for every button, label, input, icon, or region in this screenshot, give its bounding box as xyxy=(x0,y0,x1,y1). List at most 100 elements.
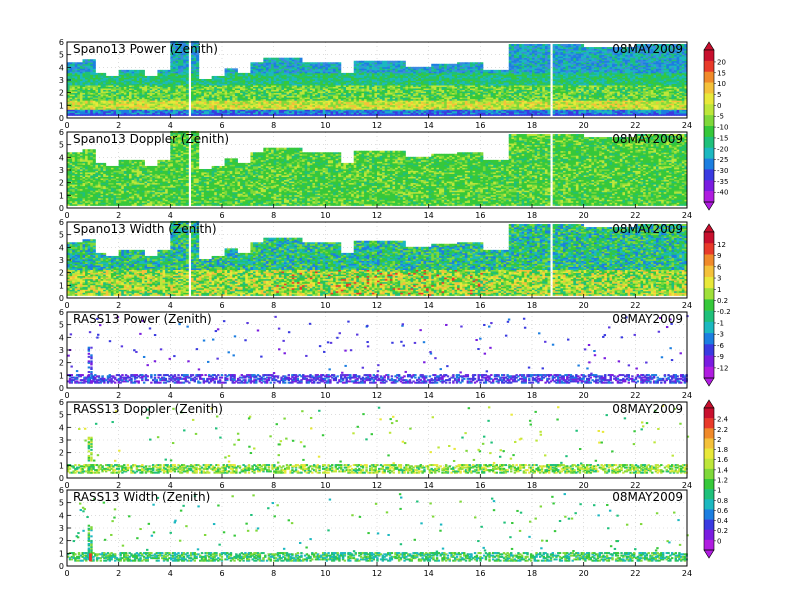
heat-cell xyxy=(152,76,155,78)
heat-cell xyxy=(372,61,375,63)
heat-cell xyxy=(235,68,238,70)
heat-cell xyxy=(129,70,132,72)
heat-cell xyxy=(70,62,73,64)
heat-cell xyxy=(219,76,222,78)
heat-cell xyxy=(142,70,145,72)
heat-cell xyxy=(421,67,424,69)
heat-cell xyxy=(150,76,153,78)
heat-cell xyxy=(403,61,406,63)
heat-cell xyxy=(442,64,445,66)
heat-cell xyxy=(424,67,427,69)
heat-cell xyxy=(111,76,114,78)
heat-cell xyxy=(331,62,334,64)
heat-cell xyxy=(207,79,210,81)
heat-cell xyxy=(302,62,305,64)
heat-cell xyxy=(369,61,372,63)
heat-cell xyxy=(230,68,233,70)
heat-cell xyxy=(289,58,292,60)
heat-cell xyxy=(398,61,401,63)
heat-cell xyxy=(240,73,243,75)
heat-cell xyxy=(258,62,261,64)
heat-cell xyxy=(281,58,284,60)
heat-cell xyxy=(362,61,365,63)
heat-cell xyxy=(351,73,354,75)
heat-cell xyxy=(263,58,266,60)
heat-cell xyxy=(307,62,310,64)
heat-cell xyxy=(75,62,78,64)
heat-cell xyxy=(380,61,383,63)
heat-cell xyxy=(121,70,124,72)
heat-cell xyxy=(354,61,357,63)
heat-cell xyxy=(436,64,439,66)
heat-cell xyxy=(250,62,253,64)
heat-cell xyxy=(214,76,217,78)
heat-cell xyxy=(103,73,106,75)
heat-cell xyxy=(411,67,414,69)
heat-cell xyxy=(261,62,264,64)
heat-cell xyxy=(227,68,230,70)
heat-cell xyxy=(238,73,241,75)
heat-cell xyxy=(323,62,326,64)
heat-cell xyxy=(90,59,93,61)
heat-cell xyxy=(217,76,220,78)
heat-cell xyxy=(449,64,452,66)
heat-cell xyxy=(364,61,367,63)
heat-cell xyxy=(374,61,377,63)
heat-cell xyxy=(199,79,202,81)
heat-cell xyxy=(444,64,447,66)
heat-cell xyxy=(387,61,390,63)
heat-cell xyxy=(359,61,362,63)
heat-cell xyxy=(145,76,148,78)
heat-cell xyxy=(269,58,272,60)
heat-cell xyxy=(163,70,166,72)
heat-cell xyxy=(390,61,393,63)
heat-cell xyxy=(139,70,142,72)
heat-cell xyxy=(245,73,248,75)
heat-cell xyxy=(395,61,398,63)
heat-cell xyxy=(294,58,297,60)
heat-cell xyxy=(434,64,437,66)
heat-cell xyxy=(356,61,359,63)
heat-cell xyxy=(256,62,259,64)
heat-cell xyxy=(315,62,318,64)
heat-cell xyxy=(385,61,388,63)
heat-cell xyxy=(341,73,344,75)
heat-cell xyxy=(132,70,135,72)
heat-cell xyxy=(253,62,256,64)
heat-cell xyxy=(382,61,385,63)
heat-cell xyxy=(98,73,101,75)
heat-cell xyxy=(320,62,323,64)
heat-cell xyxy=(72,62,75,64)
heat-cell xyxy=(328,62,331,64)
heat-cell xyxy=(346,73,349,75)
heat-cell xyxy=(284,58,287,60)
heat-cell xyxy=(93,59,96,61)
heat-cell xyxy=(243,73,246,75)
heat-cell xyxy=(343,73,346,75)
heat-cell xyxy=(400,61,403,63)
heat-cell xyxy=(137,70,140,72)
heat-cell xyxy=(413,67,416,69)
heat-cell xyxy=(147,76,150,78)
heat-cell xyxy=(274,58,277,60)
heat-cell xyxy=(95,73,98,75)
heat-cell xyxy=(201,79,204,81)
heat-cell xyxy=(431,64,434,66)
heat-cell xyxy=(155,76,158,78)
heat-cell xyxy=(225,68,228,70)
heat-cell xyxy=(305,62,308,64)
heat-cell xyxy=(325,62,328,64)
heat-cell xyxy=(426,67,429,69)
heat-cell xyxy=(447,64,450,66)
heat-cell xyxy=(83,59,86,61)
heat-cell xyxy=(168,70,171,72)
heat-cell xyxy=(101,73,104,75)
heat-cell xyxy=(336,62,339,64)
heat-cell xyxy=(80,62,83,64)
heat-cell xyxy=(439,64,442,66)
heat-cell xyxy=(232,68,235,70)
heat-cell xyxy=(77,62,80,64)
heat-cell xyxy=(349,73,352,75)
heat-cell xyxy=(367,61,370,63)
